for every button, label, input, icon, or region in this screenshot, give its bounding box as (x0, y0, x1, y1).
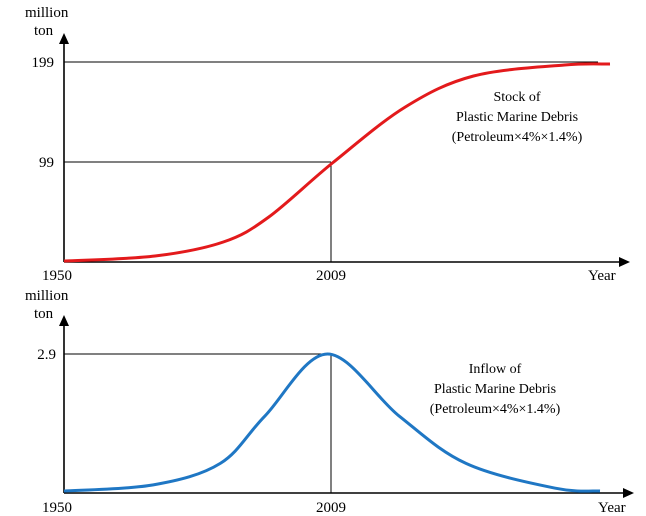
inflow-x-arrow (623, 488, 634, 498)
inflow-y-arrow (59, 315, 69, 326)
inflow-x-mid-label: 2009 (316, 500, 346, 516)
inflow-chart: million ton 2.9 1950 2009 Year Inflow of… (25, 288, 634, 516)
inflow-annotation-line1: Inflow of (469, 362, 522, 377)
stock-y-tick-99: 99 (39, 155, 54, 171)
inflow-y-tick-2-9: 2.9 (37, 347, 56, 363)
inflow-annotation-line3: (Petroleum×4%×1.4%) (430, 402, 561, 417)
inflow-ylabel-line1: million (25, 288, 69, 304)
stock-series-line (63, 62, 611, 263)
stock-y-tick-199: 199 (32, 55, 55, 71)
stock-x-arrow (619, 257, 630, 267)
stock-chart: million ton 199 99 1950 2009 Year Stock … (25, 5, 630, 284)
stock-ylabel-line1: million (25, 5, 69, 21)
stock-y-arrow (59, 33, 69, 44)
stock-annotation-line2: Plastic Marine Debris (456, 110, 578, 125)
stock-x-start-label: 1950 (42, 268, 72, 284)
stock-annotation-line1: Stock of (493, 90, 540, 105)
inflow-annotation-line2: Plastic Marine Debris (434, 382, 556, 397)
stock-xlabel: Year (588, 268, 616, 284)
stock-annotation-line3: (Petroleum×4%×1.4%) (452, 130, 583, 145)
inflow-xlabel: Year (598, 500, 626, 516)
inflow-series-line (63, 352, 601, 493)
inflow-ylabel-line2: ton (34, 306, 54, 322)
stock-ylabel-line2: ton (34, 23, 54, 39)
stock-x-mid-label: 2009 (316, 268, 346, 284)
inflow-x-start-label: 1950 (42, 500, 72, 516)
